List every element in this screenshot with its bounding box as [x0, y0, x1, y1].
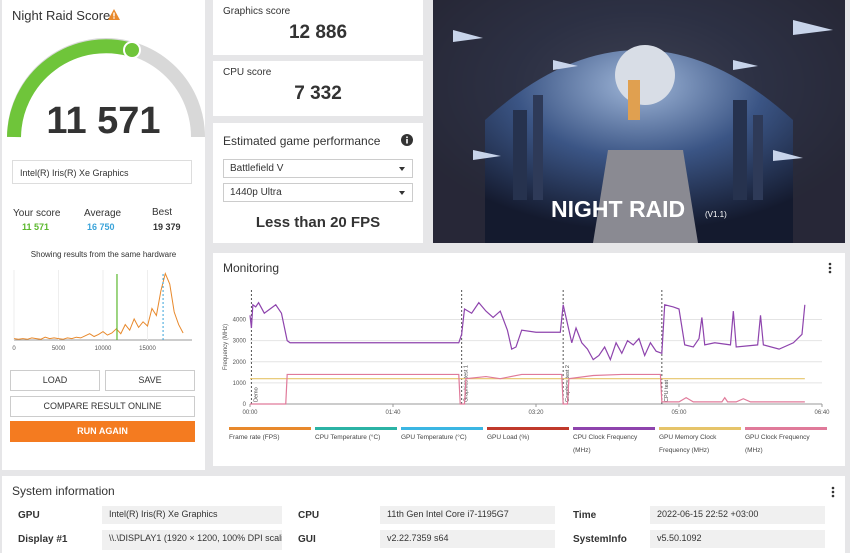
info-value: 11th Gen Intel Core i7-1195G7	[380, 506, 555, 524]
score-gauge	[7, 38, 205, 138]
x-tick-label: 10000	[95, 346, 112, 352]
legend-item: GPU Temperature (°C)	[401, 427, 483, 444]
best-label: Best	[152, 207, 173, 218]
your-score: 11 571	[22, 222, 50, 232]
legend-item: GPU Load (%)	[487, 427, 569, 444]
y-axis-label: Frequency (MHz)	[223, 324, 229, 370]
banner-version: (V1.1)	[705, 210, 727, 219]
y-tick-label: 4000	[233, 318, 247, 324]
monitoring-chart: 0 1000 2000 3000 4000 00:00 01:40 03:20 05:00 06:…	[223, 290, 830, 416]
average-score: 16 750	[87, 222, 115, 232]
legend-label: CPU Temperature (°C)	[315, 434, 381, 441]
banner-art	[433, 0, 845, 243]
legend-label: CPU Clock Frequency (MHz)	[573, 434, 638, 454]
x-tick-label: 03:20	[528, 410, 544, 416]
score-panel: Night Raid Score 11 571 Intel(R) Iris(R)…	[2, 0, 205, 470]
info-label: SystemInfo	[573, 534, 627, 545]
legend-item: GPU Memory Clock Frequency (MHz)	[659, 427, 741, 457]
panel-title: Night Raid Score	[12, 8, 111, 23]
menu-icon[interactable]	[827, 262, 833, 274]
graphics-score: 12 886	[288, 22, 348, 43]
banner: NIGHT RAID (V1.1)	[433, 0, 845, 243]
x-tick-label: 15000	[139, 346, 156, 352]
y-tick-label: 2000	[233, 360, 247, 366]
graphics-score-label: Graphics score	[223, 6, 291, 17]
compare-button[interactable]: COMPARE RESULT ONLINE	[10, 396, 195, 417]
series-line	[250, 373, 805, 405]
info-value: 2022-06-15 22:52 +03:00	[650, 506, 825, 524]
average-label: Average	[84, 208, 122, 219]
info-label: GUI	[298, 534, 316, 545]
banner-title: NIGHT RAID	[551, 196, 686, 222]
load-button[interactable]: LOAD	[10, 370, 100, 391]
main-score: 11 571	[46, 100, 161, 142]
legend-swatch	[659, 427, 741, 430]
cpu-score: 7 332	[294, 83, 342, 104]
legend-swatch	[745, 427, 827, 430]
distribution-line	[13, 271, 184, 340]
phase-label: Demo	[253, 387, 259, 402]
game-performance-panel: Estimated game performance Battlefield V…	[213, 123, 423, 243]
x-tick-label: 5000	[52, 346, 66, 352]
run-again-button[interactable]: RUN AGAIN	[10, 421, 195, 442]
legend-swatch	[401, 427, 483, 430]
warning-icon	[108, 9, 120, 20]
legend-label: GPU Temperature (°C)	[401, 434, 467, 441]
info-value: Intel(R) Iris(R) Xe Graphics	[102, 506, 282, 524]
info-value: v5.50.1092	[650, 530, 825, 548]
legend-label: GPU Load (%)	[487, 434, 530, 441]
game-performance-title: Estimated game performance	[223, 134, 381, 148]
system-info-title: System information	[12, 484, 115, 498]
cpu-score-panel: CPU score 7 332	[213, 61, 423, 116]
x-tick-label: 05:00	[671, 410, 687, 416]
fps-result: Less than 20 FPS	[255, 214, 381, 231]
game-select[interactable]: Battlefield V	[223, 159, 413, 178]
info-icon[interactable]	[401, 134, 413, 146]
legend-swatch	[315, 427, 397, 430]
preset-select[interactable]: 1440p Ultra	[223, 183, 413, 202]
legend-label: Frame rate (FPS)	[229, 434, 280, 441]
hardware-note: Showing results from the same hardware	[30, 250, 177, 259]
x-tick-label: 0	[12, 346, 16, 352]
info-label: Time	[573, 510, 597, 521]
x-tick-label: 06:40	[814, 410, 830, 416]
menu-icon[interactable]	[830, 486, 836, 498]
y-tick-label: 1000	[233, 381, 247, 387]
series-line	[249, 301, 806, 362]
legend-label: GPU Memory Clock Frequency (MHz)	[659, 434, 717, 454]
y-tick-label: 3000	[233, 339, 247, 345]
save-button[interactable]: SAVE	[105, 370, 195, 391]
gpu-name: Intel(R) Iris(R) Xe Graphics	[12, 160, 192, 184]
your-score-label: Your score	[13, 208, 61, 219]
monitoring-panel: Monitoring 0 1000 2000 3000 4000 00:00 01:40 03…	[213, 253, 845, 466]
x-tick-label: 01:40	[385, 410, 401, 416]
distribution-chart: 0 5000 10000 15000	[12, 270, 192, 352]
legend-item: Frame rate (FPS)	[229, 427, 311, 444]
cpu-score-label: CPU score	[223, 67, 272, 78]
monitoring-title: Monitoring	[223, 261, 280, 275]
system-info-panel: System information GPU Intel(R) Iris(R) X…	[2, 476, 845, 553]
legend-item: CPU Temperature (°C)	[315, 427, 397, 444]
legend-swatch	[229, 427, 311, 430]
phase-label: Graphics test 1	[464, 365, 470, 402]
info-label: CPU	[298, 510, 320, 521]
info-value: v2.22.7359 s64	[380, 530, 555, 548]
best-score: 19 379	[153, 222, 181, 232]
info-label: GPU	[18, 510, 40, 521]
y-tick-label: 0	[243, 402, 247, 408]
legend-item: CPU Clock Frequency (MHz)	[573, 427, 655, 457]
info-label: Display #1	[18, 534, 68, 545]
phase-label: CPU test	[664, 380, 670, 402]
legend-swatch	[487, 427, 569, 430]
legend-item: GPU Clock Frequency (MHz)	[745, 427, 827, 457]
info-value: \\.\DISPLAY1 (1920 × 1200, 100% DPI scal…	[102, 530, 282, 550]
x-tick-label: 00:00	[242, 410, 258, 416]
legend-label: GPU Clock Frequency (MHz)	[745, 434, 810, 454]
legend-swatch	[573, 427, 655, 430]
graphics-score-panel: Graphics score 12 886	[213, 0, 423, 55]
